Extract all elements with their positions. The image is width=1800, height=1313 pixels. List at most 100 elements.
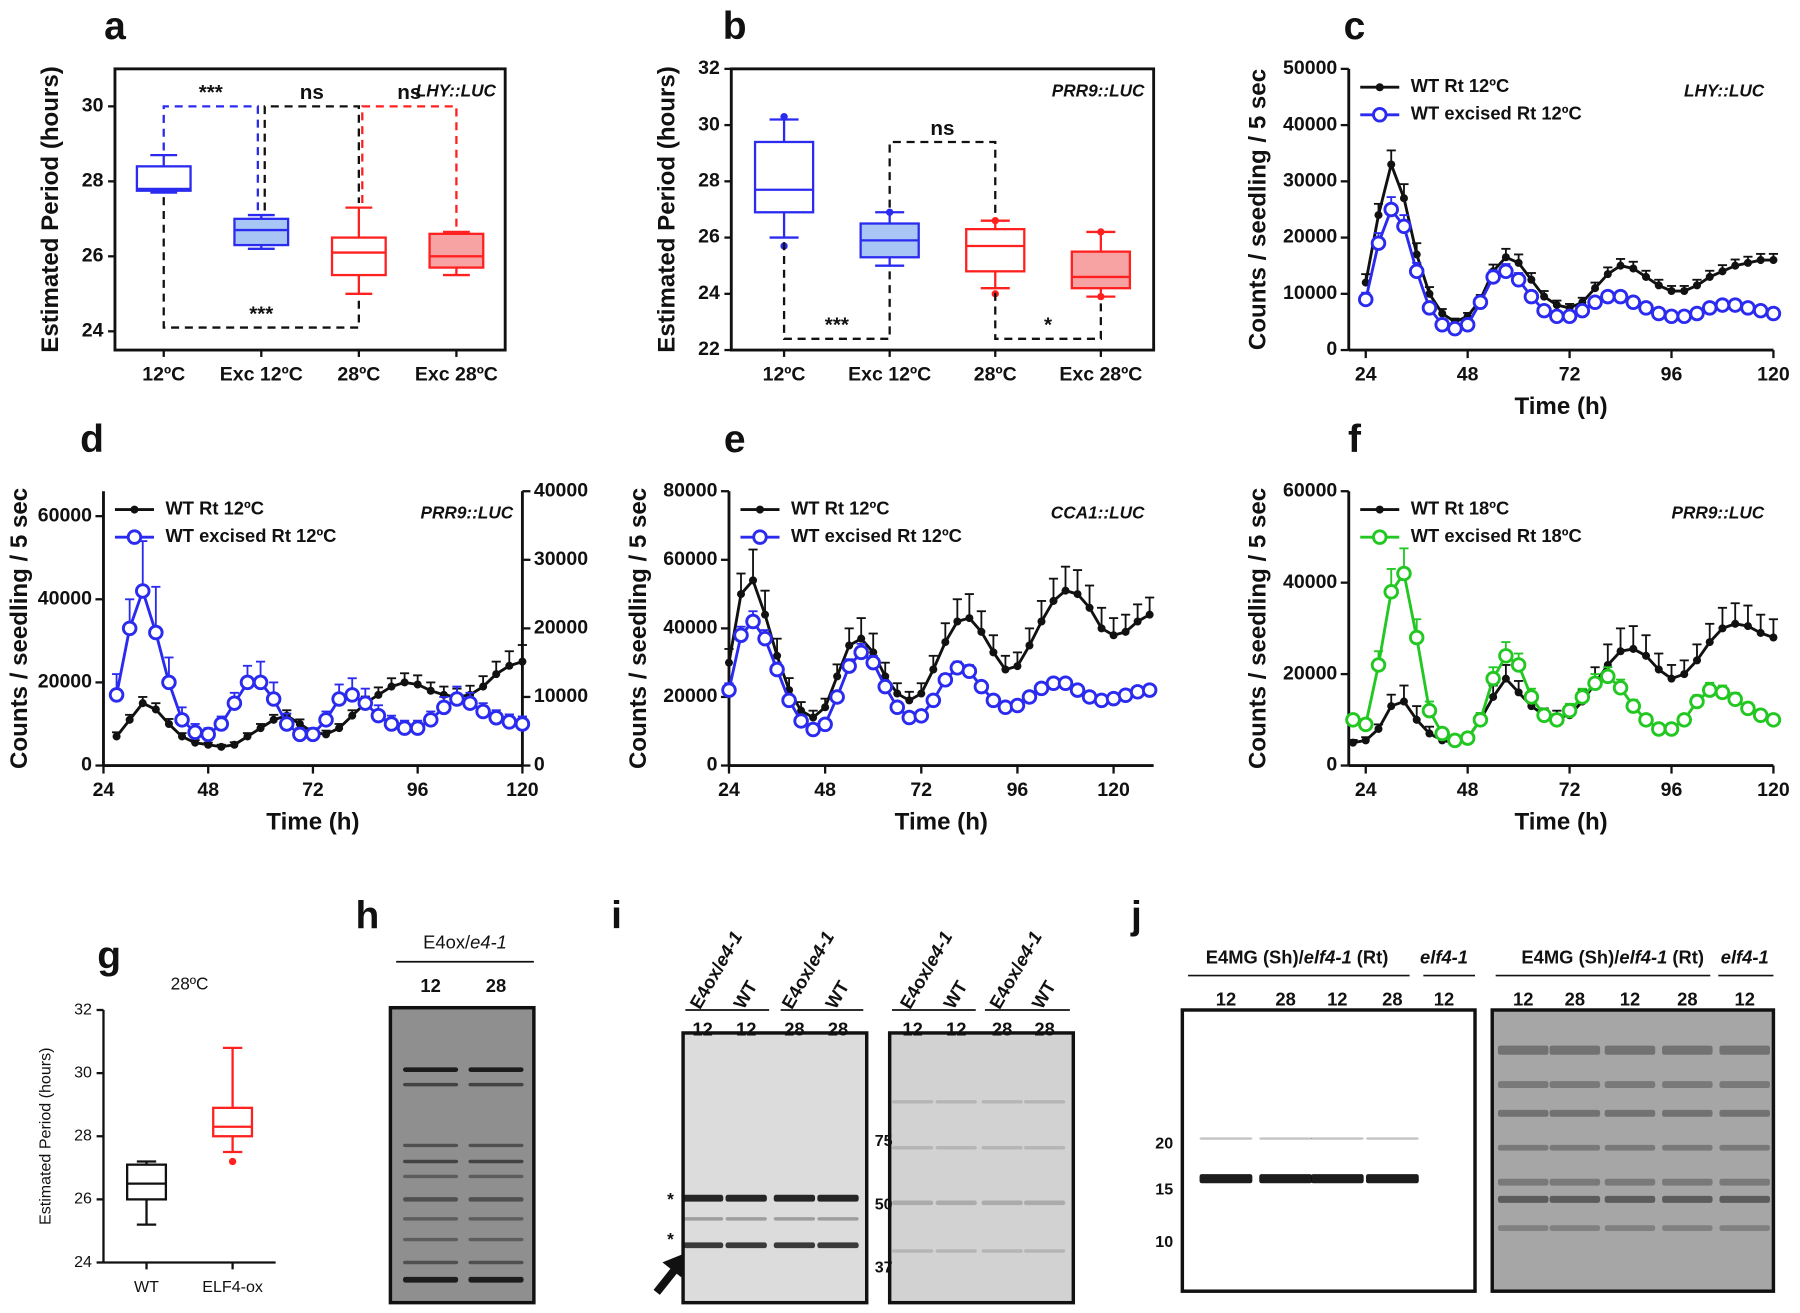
significance-label: ***	[249, 302, 274, 325]
marker	[426, 686, 435, 695]
marker	[913, 708, 930, 724]
blot-band	[891, 1200, 934, 1206]
marker	[1396, 565, 1412, 582]
blot-band	[403, 1260, 459, 1265]
marker	[1037, 617, 1046, 626]
blot-band	[1662, 1195, 1713, 1203]
header-part: e4-1	[920, 927, 957, 969]
marker	[1638, 712, 1654, 728]
blot-band	[1023, 1100, 1066, 1104]
marker	[1603, 270, 1612, 279]
lane-label: 12	[1216, 989, 1236, 1010]
marker	[1021, 689, 1038, 705]
blot-band	[725, 1217, 767, 1221]
outlier	[1097, 228, 1105, 236]
marker	[178, 732, 187, 741]
marker	[1689, 693, 1705, 710]
marker	[383, 716, 400, 732]
marker	[877, 678, 893, 695]
marker	[917, 689, 926, 698]
blot-header: E4ox/e4-1	[423, 931, 507, 952]
marker	[1701, 682, 1718, 698]
blot-band	[981, 1249, 1023, 1253]
marker	[344, 687, 360, 703]
blot-band	[1719, 1195, 1770, 1203]
y-tick-label: 24	[82, 319, 104, 341]
blot-image	[1490, 1008, 1776, 1293]
lane-label: 12	[1513, 989, 1533, 1010]
marker	[1727, 297, 1743, 313]
gene-label: PRR9::LUC	[1672, 503, 1765, 523]
y-tick-label: 40000	[1283, 571, 1337, 593]
marker	[769, 661, 785, 678]
marker	[1361, 736, 1370, 745]
significance-label: ns	[300, 81, 324, 104]
blot-band	[1199, 1174, 1253, 1184]
blot-band	[403, 1276, 459, 1283]
marker	[1663, 308, 1680, 325]
header-part: elf4-1	[1619, 946, 1667, 967]
y-tick-label: 20000	[38, 671, 92, 693]
marker	[1727, 691, 1743, 707]
blot-band	[817, 1194, 859, 1202]
marker	[357, 695, 374, 711]
y-axis-title: Counts / seedling / 5 sec	[1245, 488, 1272, 769]
blot-band	[725, 1194, 767, 1202]
plot-frame	[113, 67, 507, 352]
legend-label: WT Rt 18ºC	[1411, 497, 1510, 518]
series-line	[115, 586, 523, 736]
blot-band	[935, 1200, 977, 1206]
marker	[1638, 300, 1654, 316]
marker	[243, 732, 252, 741]
marker	[1133, 617, 1142, 626]
marker	[733, 627, 749, 643]
marker	[1459, 730, 1476, 746]
marker	[857, 634, 866, 643]
y-axis-title: Estimated Period (hours)	[36, 1048, 54, 1225]
marker	[1756, 628, 1765, 637]
marker	[1523, 689, 1540, 705]
lane-label: 28	[1677, 989, 1697, 1010]
lane-label: 12	[420, 975, 440, 996]
blot-band	[468, 1143, 524, 1148]
blot-band	[403, 1174, 459, 1179]
blot-band	[1497, 1144, 1549, 1151]
marker	[1625, 294, 1642, 311]
lane-label: 28	[992, 1019, 1012, 1040]
blot-band	[1497, 1109, 1549, 1117]
y-tick-label: 28	[698, 169, 720, 191]
marker	[475, 703, 491, 720]
y-tick-label: 20000	[1283, 226, 1337, 248]
marker	[322, 730, 331, 739]
marker	[138, 699, 147, 708]
x-tick-label: Exc 12ºC	[220, 363, 303, 385]
blot-band	[891, 1146, 934, 1150]
x-tick-label: 48	[814, 779, 836, 801]
y-tick-label: 60000	[38, 504, 92, 526]
blot-band	[1549, 1045, 1601, 1055]
marker	[151, 705, 160, 714]
blot-header: WT	[821, 976, 854, 1012]
marker	[1472, 712, 1489, 728]
marker	[1396, 218, 1412, 235]
significance-label: ***	[199, 81, 224, 104]
marker	[1540, 292, 1549, 301]
blot-band	[403, 1143, 459, 1148]
marker	[1358, 716, 1374, 733]
marker	[721, 682, 737, 698]
y-tick-label: 26	[82, 244, 104, 266]
header-part: e4-1	[1009, 927, 1046, 969]
marker	[148, 624, 164, 641]
marker	[1769, 256, 1778, 265]
marker	[1501, 253, 1510, 262]
blot-header: E4MG (Sh)/elf4-1 (Rt)	[1521, 946, 1704, 967]
x-axis-title: Time (h)	[1514, 808, 1607, 835]
marker	[1383, 201, 1399, 218]
marker	[335, 724, 344, 733]
blot-band	[1549, 1144, 1601, 1151]
size-marker: 37	[875, 1258, 893, 1276]
legend-marker	[126, 529, 143, 545]
marker	[1425, 289, 1434, 298]
legend-label: WT excised Rt 12ºC	[1411, 103, 1582, 124]
x-tick-label: Exc 28ºC	[1059, 363, 1142, 385]
